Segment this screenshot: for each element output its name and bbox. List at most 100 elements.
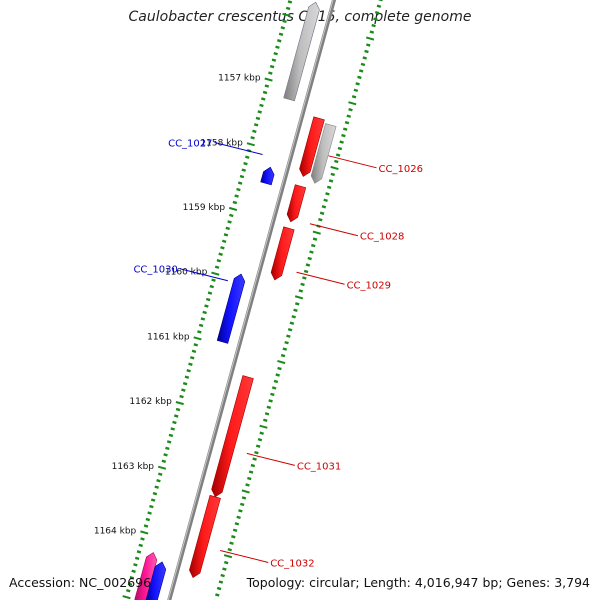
gene-leader-line [214,142,263,156]
forward-ruler-tick [318,218,323,222]
reverse-ruler-tick [209,284,215,289]
forward-ruler-tick [264,412,270,416]
reverse-ruler-tick [246,142,255,147]
reverse-ruler-tick [147,511,152,515]
reverse-ruler-tick [207,291,213,295]
reverse-ruler-tick [227,220,232,224]
reverse-ruler-tick [143,524,149,528]
feature-layer [134,1,337,600]
reverse-ruler-tick [211,271,220,276]
reverse-ruler-tick [237,181,243,185]
forward-ruler-tick [337,146,343,151]
forward-ruler-tick [273,379,279,384]
reverse-ruler-tick [232,200,238,205]
forward-ruler-tick [351,95,357,99]
gene-leader-line [328,155,377,169]
forward-ruler-tick [357,75,362,80]
forward-ruler-tick [369,30,375,34]
forward-ruler-tick [362,56,367,60]
gene-leader-line [309,223,359,237]
reverse-ruler-tick [280,26,286,30]
forward-ruler-tick [247,476,252,481]
ruler-label: 1160 kbp [165,268,208,278]
forward-ruler-tick [326,185,332,190]
reverse-ruler-tick [220,246,225,250]
gene-leader-line [246,452,295,466]
gene-arrow-reverse-rna [134,552,158,600]
reverse-ruler-tick [181,388,186,392]
forward-ruler-tick [303,269,309,274]
reverse-ruler-tick [193,343,199,347]
forward-ruler-tick [222,567,227,571]
forward-ruler-tick [323,198,328,202]
forward-ruler-tick [287,328,293,332]
ruler-label: 1163 kbp [112,462,155,472]
reverse-ruler-tick [223,233,229,237]
reverse-ruler-tick [228,206,238,212]
forward-ruler-tick [257,437,263,442]
gene-arrow-reverse-reverse [145,561,167,600]
reverse-ruler-tick [204,304,209,308]
gene-label: CC_1031 [297,461,341,472]
forward-ruler-tick [248,470,254,474]
reverse-ruler-tick [126,588,131,593]
reverse-ruler-tick [234,194,239,198]
reverse-ruler-tick [250,136,255,140]
ruler-label: 1157 kbp [218,74,261,84]
forward-ruler-tick [241,489,250,494]
forward-ruler-tick [241,496,247,500]
forward-ruler-tick [289,321,295,325]
reverse-ruler-tick [216,259,222,263]
reverse-ruler-tick [252,129,257,134]
gene-arrow-forward-forward [270,226,295,281]
gene-label: CC_1029 [347,280,391,291]
reverse-ruler-tick [262,90,268,95]
ruler-label: 1162 kbp [129,397,172,407]
forward-ruler-tick [307,256,312,261]
forward-ruler-tick [220,573,225,578]
forward-ruler-tick [293,308,298,312]
reverse-ruler-tick [122,595,131,600]
reverse-ruler-tick [257,110,262,114]
forward-ruler-tick [223,554,233,559]
gene-leader-line [220,549,269,563]
reverse-ruler-tick [156,479,161,483]
reverse-ruler-tick [205,297,211,302]
reverse-ruler-tick [269,64,275,69]
forward-ruler-tick [334,159,339,164]
reverse-ruler-tick [157,465,167,470]
forward-ruler-tick [374,10,380,15]
reverse-ruler-tick [191,349,197,353]
forward-ruler-tick [360,62,366,67]
forward-ruler-tick [373,17,378,21]
gene-arrow-reverse-reverse [216,273,246,344]
forward-ruler-tick [348,108,353,112]
reverse-ruler-tick [140,537,145,541]
backbone-line [167,0,337,600]
ruler-label: 1161 kbp [147,332,190,342]
reverse-ruler-tick [275,45,280,49]
ruler-label: 1164 kbp [94,526,137,536]
map-title: Caulobacter crescentus CB15, complete ge… [128,9,472,25]
reverse-ruler-tick [211,278,216,282]
gene-arrow-reverse-reverse [260,166,275,186]
forward-ruler-tick [325,192,330,196]
label-layer: CC_1026 CC_1027 CC_1028 CC_1029 CC_1030 CC_10… [133,139,422,570]
forward-ruler-tick [371,23,376,28]
forward-ruler-tick [282,347,288,351]
reverse-ruler-tick [127,582,133,586]
forward-ruler-tick [223,560,229,565]
forward-ruler-tick [364,49,369,54]
forward-ruler-tick [227,547,232,552]
reverse-ruler-tick [197,330,202,334]
reverse-ruler-tick [154,485,159,489]
reverse-ruler-tick [261,97,266,101]
reverse-ruler-tick [170,427,175,431]
reverse-ruler-tick [239,174,245,179]
forward-ruler-tick [376,4,382,8]
forward-ruler-tick [294,295,304,300]
reverse-ruler-tick [225,226,230,231]
forward-ruler-tick [215,593,220,597]
forward-ruler-tick [348,101,357,106]
reverse-ruler-tick [188,362,193,366]
